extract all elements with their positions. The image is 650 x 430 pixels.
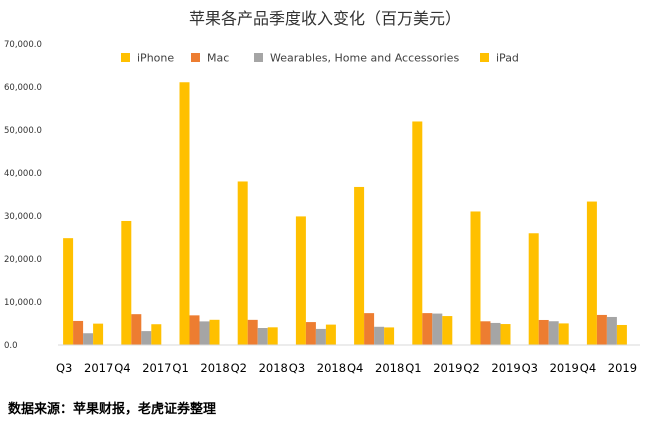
x-tick-label: Q3 2019 bbox=[522, 361, 579, 375]
bar bbox=[528, 233, 539, 345]
bar bbox=[480, 321, 491, 345]
chart: 苹果各产品季度收入变化（百万美元） iPhone Mac Wearables, Ho… bbox=[4, 9, 640, 375]
source-note: 数据来源：苹果财报，老虎证券整理 bbox=[8, 402, 217, 417]
bar bbox=[412, 121, 423, 345]
legend-label: iPad bbox=[496, 52, 519, 65]
x-tick-label: Q1 2019 bbox=[405, 361, 462, 375]
bar bbox=[500, 324, 511, 345]
y-tick-label: 40,000.0 bbox=[4, 169, 42, 179]
bar bbox=[490, 322, 501, 345]
x-tick-label: Q3 2017 bbox=[56, 361, 113, 375]
legend-swatch bbox=[254, 53, 263, 62]
bar bbox=[295, 216, 306, 345]
legend-swatch bbox=[121, 53, 130, 62]
bar bbox=[470, 211, 481, 345]
x-tick-label: Q4 2018 bbox=[347, 361, 404, 375]
bar bbox=[141, 331, 152, 345]
bar bbox=[354, 186, 365, 345]
bar bbox=[151, 324, 162, 345]
bar bbox=[384, 327, 395, 345]
bar bbox=[73, 320, 84, 345]
bar bbox=[374, 326, 385, 345]
chart-title: 苹果各产品季度收入变化（百万美元） bbox=[189, 9, 461, 28]
bar bbox=[538, 319, 549, 345]
bar bbox=[189, 315, 200, 345]
bars bbox=[63, 82, 627, 345]
x-tick-label: Q1 2018 bbox=[172, 361, 229, 375]
x-tick-label: Q3 2018 bbox=[289, 361, 346, 375]
bar bbox=[247, 319, 258, 345]
bar bbox=[325, 324, 336, 345]
bar bbox=[558, 323, 569, 345]
bar bbox=[267, 327, 278, 345]
bar bbox=[616, 324, 627, 345]
bar bbox=[121, 220, 132, 345]
bar bbox=[93, 323, 104, 345]
bar bbox=[199, 321, 210, 345]
x-axis: Q3 2017 Q4 2017 Q1 2018 Q2 2018 Q3 2018 Q4 2018 Q1 20… bbox=[56, 361, 637, 375]
x-tick-label: Q4 2017 bbox=[114, 361, 171, 375]
bar bbox=[83, 333, 94, 345]
y-tick-label: 10,000.0 bbox=[4, 298, 42, 308]
y-tick-label: 30,000.0 bbox=[4, 212, 42, 222]
legend: iPhone Mac Wearables, Home and Accessories… bbox=[121, 52, 519, 65]
bar bbox=[179, 82, 190, 345]
legend-label: Mac bbox=[207, 52, 229, 65]
bar bbox=[606, 316, 617, 345]
bar bbox=[422, 313, 433, 345]
bar bbox=[442, 316, 453, 345]
bar bbox=[548, 321, 559, 345]
bar bbox=[131, 314, 142, 345]
legend-swatch bbox=[480, 53, 489, 62]
bar bbox=[586, 201, 597, 345]
y-tick-label: 20,000.0 bbox=[4, 255, 42, 265]
y-axis: 0.0 10,000.0 20,000.0 30,000.0 40,000.0 50,00… bbox=[4, 40, 42, 351]
y-tick-label: 70,000.0 bbox=[4, 40, 42, 50]
x-tick-label: Q2 2018 bbox=[231, 361, 288, 375]
bar bbox=[257, 327, 268, 345]
bar bbox=[209, 319, 220, 345]
bar bbox=[364, 313, 375, 345]
bar bbox=[596, 314, 607, 345]
legend-label: iPhone bbox=[137, 52, 174, 65]
legend-swatch bbox=[191, 53, 200, 62]
bar bbox=[432, 313, 443, 345]
y-tick-label: 50,000.0 bbox=[4, 126, 42, 136]
bar bbox=[315, 328, 326, 345]
x-tick-label: Q2 2019 bbox=[463, 361, 520, 375]
y-tick-label: 0.0 bbox=[4, 341, 18, 351]
bar bbox=[237, 181, 248, 345]
y-tick-label: 60,000.0 bbox=[4, 83, 42, 93]
bar bbox=[63, 238, 74, 345]
bar bbox=[305, 322, 316, 345]
legend-label: Wearables, Home and Accessories bbox=[270, 52, 459, 65]
x-tick-label: Q4 2019 bbox=[580, 361, 637, 375]
